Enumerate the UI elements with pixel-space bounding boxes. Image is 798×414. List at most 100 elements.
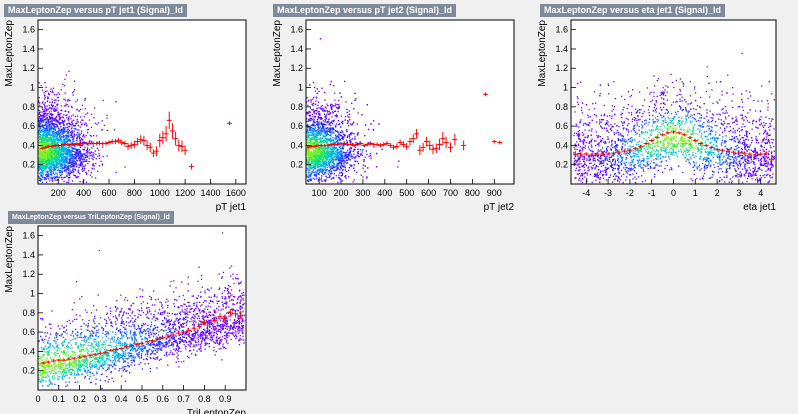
profile-point [769, 155, 775, 164]
profile-point [106, 140, 112, 145]
plot-eta-jet1: 0.2 0.4 0.6 0.8 1 1.2 1.4 1.6 -4 -3 -2 -1 0 1 2 3 4 eta j… [537, 19, 777, 213]
profile-point [238, 311, 244, 320]
profile-point [410, 134, 416, 144]
x-tick-label: 200 [51, 188, 66, 198]
profile-point [149, 339, 155, 343]
profile-point [420, 142, 426, 152]
profile-point [87, 353, 93, 357]
profile-point [763, 150, 769, 156]
x-tick-label: -4 [582, 188, 590, 198]
y-tick-label: 1.2 [22, 63, 35, 73]
y-tick-label: 0.6 [22, 121, 35, 131]
profile-point [207, 320, 213, 327]
profile-point [448, 142, 454, 153]
x-tick-label: 500 [399, 188, 414, 198]
profile-point [621, 149, 627, 153]
x-tick-label: 0.5 [136, 394, 149, 404]
x-tick-label: 2 [715, 188, 720, 198]
x-tick-label: 1000 [150, 188, 170, 198]
x-tick-label: 0.9 [219, 394, 232, 404]
plot-pt-jet1: 0.2 0.4 0.6 0.8 1 1.2 1.4 1.6 200 400 600 800 1000 12… [4, 19, 247, 213]
y-tick-label: 0.8 [22, 308, 35, 318]
x-tick-label: -2 [626, 188, 634, 198]
profile-point [433, 143, 439, 154]
profile-point [163, 126, 169, 142]
profile-point [348, 142, 354, 147]
profile-point [112, 139, 118, 145]
x-tick-label: -1 [648, 188, 656, 198]
y-tick-label: 0.4 [22, 140, 35, 150]
profile-point [77, 355, 83, 359]
profile-point [394, 143, 400, 150]
profile-point [139, 342, 145, 346]
chart-pad-pt-jet2: MaxLeptonZep versus pT jet2 (Signal)_ld … [268, 0, 536, 213]
y-axis-label: MaxLeptonZep [272, 20, 283, 87]
y-tick-label: 1 [30, 289, 35, 299]
y-axis-label: MaxLeptonZep [537, 20, 548, 87]
profile-point [97, 351, 103, 355]
profile-point [414, 128, 420, 139]
chart-title: MaxLeptonZep versus eta jet1 (Signal)_ld [540, 4, 726, 17]
profile-point [643, 141, 649, 146]
profile-point [452, 133, 458, 146]
profile-point [681, 133, 687, 137]
profile-point [461, 140, 467, 151]
profile-point [103, 141, 109, 146]
profile-point [616, 150, 622, 154]
x-tick-label: 300 [355, 188, 370, 198]
profile-point [736, 151, 742, 155]
profile-point [698, 141, 704, 146]
profile-point [578, 151, 584, 157]
profile-point [687, 136, 693, 140]
profile-point [179, 140, 185, 153]
profile-point [649, 139, 655, 143]
profile-point [61, 358, 67, 362]
profile-point [58, 143, 64, 147]
x-tick-label: 0.6 [157, 394, 170, 404]
profile-point [122, 140, 128, 147]
profile-point [40, 361, 46, 365]
profile-point [709, 145, 715, 149]
x-tick-label: 200 [334, 188, 349, 198]
y-tick-label: 0.8 [555, 102, 568, 112]
profile-point [166, 111, 172, 130]
profile-point [374, 142, 380, 147]
y-tick-label: 1.4 [22, 44, 35, 54]
profile-point [157, 133, 163, 148]
profile-point [129, 344, 135, 348]
profile-point [600, 152, 606, 156]
y-tick-label: 1 [563, 83, 568, 93]
profile-point [39, 146, 45, 150]
profile-point [497, 140, 503, 145]
profile-point [181, 329, 187, 335]
profile-point [138, 135, 144, 144]
profile-point [632, 146, 638, 150]
profile-point [49, 144, 55, 148]
profile-point [131, 140, 137, 149]
y-tick-label: 1 [298, 83, 303, 93]
profile-point [233, 309, 239, 318]
profile-point [222, 315, 228, 323]
profile-point [116, 137, 122, 144]
profile-point [196, 323, 202, 330]
profile-point [437, 138, 443, 151]
y-tick-label: 1.6 [290, 25, 303, 35]
y-tick-label: 0.6 [290, 121, 303, 131]
profile-point [358, 141, 364, 146]
x-tick-label: 0.1 [53, 394, 66, 404]
profile-point [51, 359, 57, 363]
profile-point [417, 145, 423, 156]
profile-point [123, 345, 129, 349]
profile-point [351, 143, 357, 148]
x-tick-label: 700 [443, 188, 458, 198]
plot-pt-jet2: 0.2 0.4 0.6 0.8 1 1.2 1.4 1.6 100 200 300 400 500 600… [272, 19, 515, 213]
profile-point [364, 142, 370, 147]
y-tick-label: 1.4 [22, 250, 35, 260]
profile-point [730, 150, 736, 154]
profile-point [741, 151, 747, 155]
profile-point [43, 145, 49, 149]
profile-point [400, 141, 406, 148]
profile-point [155, 337, 161, 341]
profile-point [160, 130, 166, 145]
profile-point [335, 142, 341, 146]
